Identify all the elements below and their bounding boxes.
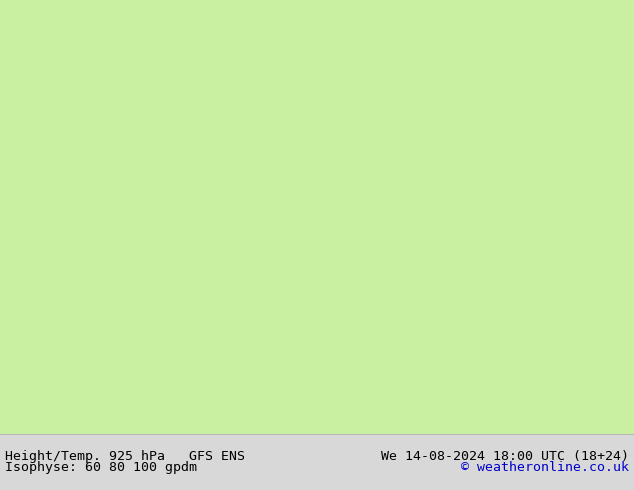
Text: Isophyse: 60 80 100 gpdm: Isophyse: 60 80 100 gpdm: [5, 461, 197, 474]
Polygon shape: [0, 0, 634, 434]
Text: We 14-08-2024 18:00 UTC (18+24): We 14-08-2024 18:00 UTC (18+24): [381, 450, 629, 463]
Text: Height/Temp. 925 hPa   GFS ENS: Height/Temp. 925 hPa GFS ENS: [5, 450, 245, 463]
Text: © weatheronline.co.uk: © weatheronline.co.uk: [461, 461, 629, 474]
